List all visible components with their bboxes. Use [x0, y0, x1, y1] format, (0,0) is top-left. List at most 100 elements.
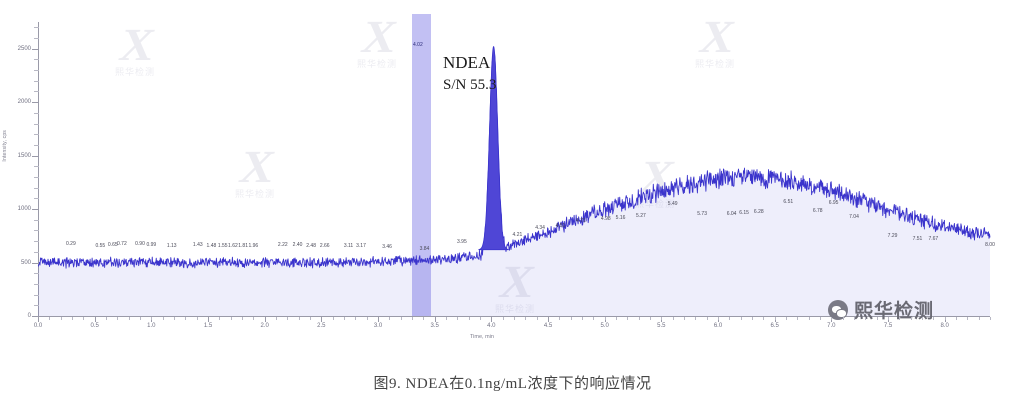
retention-time-label: 4.98 [600, 216, 611, 223]
retention-time-label: 0.72 [116, 240, 127, 247]
ndea-peak [478, 46, 509, 251]
retention-time-label: 8.00 [985, 241, 995, 248]
x-axis-minor-tick [502, 317, 504, 320]
x-axis-minor-tick [786, 317, 787, 320]
retention-time-label: 5.16 [615, 215, 626, 222]
x-axis-tick [94, 317, 96, 322]
trace-line [37, 48, 991, 269]
x-axis-minor-tick [604, 317, 606, 320]
x-axis-minor-tick [536, 317, 538, 320]
x-axis-tick-label: 5.0 [600, 323, 609, 329]
retention-time-label: 6.51 [783, 199, 794, 206]
x-axis-minor-tick [978, 317, 980, 320]
y-axis-tick-label: 500 [20, 259, 31, 266]
x-axis-minor-tick [820, 317, 821, 320]
x-axis-minor-tick [740, 317, 742, 320]
x-axis-title: Time, min [470, 334, 494, 340]
y-axis-minor-tick [34, 273, 39, 275]
retention-time-label: 7.51 [912, 236, 923, 243]
x-axis-tick-label: 8.0 [940, 323, 949, 329]
x-axis-tick [321, 317, 323, 322]
retention-time-label: 4.34 [535, 224, 545, 231]
retention-time-label: 0.90 [135, 240, 145, 247]
retention-time-label: 1.43 [192, 241, 203, 248]
x-axis-minor-tick [752, 317, 753, 320]
x-axis-minor-tick [638, 317, 640, 320]
x-axis-minor-tick [332, 317, 334, 320]
x-axis-minor-tick [344, 317, 345, 320]
y-axis-tick-label: 2000 [17, 99, 31, 106]
x-axis-minor-tick [310, 317, 311, 320]
retention-time-label: 2.22 [277, 242, 288, 249]
x-axis-minor-tick [718, 317, 719, 320]
x-axis-minor-tick [242, 317, 243, 320]
y-axis-tick-label: 0 [27, 313, 31, 319]
y-axis-line [38, 22, 39, 316]
retention-time-label: 1.81 [238, 242, 248, 249]
retention-time-label: 3.46 [382, 243, 392, 250]
x-axis-minor-tick [83, 317, 85, 320]
y-axis-minor-tick [34, 251, 39, 253]
x-axis-minor-tick [684, 317, 685, 320]
x-axis-minor-tick [49, 317, 51, 320]
x-axis-tick [264, 317, 266, 322]
x-axis-tick [548, 317, 549, 322]
x-axis-minor-tick [570, 317, 572, 320]
x-axis-tick-label: 4.5 [543, 323, 553, 329]
x-axis-line [38, 316, 990, 317]
x-axis-minor-tick [616, 317, 617, 320]
x-axis-tick-label: 1.0 [147, 323, 156, 329]
y-axis-minor-tick [34, 27, 39, 29]
y-axis-minor-tick [34, 144, 39, 146]
y-axis-tick [32, 102, 39, 104]
x-axis-minor-tick [366, 317, 368, 320]
x-axis-minor-tick [910, 317, 912, 320]
retention-time-label: 3.17 [356, 242, 366, 249]
ndea-annotation-sn: S/N 55.3 [443, 77, 497, 93]
x-axis-minor-tick [672, 317, 674, 320]
retention-time-label: 7.04 [849, 213, 859, 220]
x-axis-minor-tick [287, 317, 289, 320]
retention-time-label: 6.95 [828, 200, 839, 207]
x-axis-tick [208, 317, 209, 322]
y-axis-tick [32, 48, 39, 50]
retention-time-label: 2.40 [292, 242, 303, 249]
retention-time-label: 2.66 [319, 243, 330, 250]
x-axis-minor-tick [899, 317, 901, 320]
x-axis-tick-label: 2.0 [260, 323, 269, 329]
retention-time-label: 1.96 [248, 242, 259, 249]
x-axis-minor-tick [514, 317, 515, 320]
x-axis-minor-tick [627, 317, 629, 320]
x-axis-minor-tick [60, 317, 62, 320]
y-axis-minor-tick [34, 59, 39, 61]
x-axis-minor-tick [593, 317, 595, 320]
x-axis-minor-tick [582, 317, 583, 320]
x-axis-tick-label: 7.5 [883, 323, 893, 329]
x-axis-minor-tick [185, 317, 187, 320]
x-axis-minor-tick [933, 317, 935, 320]
y-axis-minor-tick [34, 166, 39, 168]
x-axis-minor-tick [253, 317, 255, 320]
x-axis-minor-tick [854, 317, 855, 320]
y-axis-minor-tick [34, 198, 39, 200]
y-axis-tick-label: 1000 [17, 206, 31, 213]
x-axis-minor-tick [140, 317, 141, 320]
ndea-peak-highlight-band [412, 14, 431, 316]
x-axis-minor-tick [446, 317, 447, 320]
chromatogram-trace [37, 46, 991, 316]
x-axis-minor-tick [389, 317, 391, 320]
x-axis-minor-tick [876, 317, 878, 320]
retention-time-label: 5.27 [636, 212, 646, 219]
y-axis-tick [32, 155, 39, 157]
y-axis-minor-tick [34, 134, 39, 136]
x-axis-minor-tick [650, 317, 651, 320]
y-axis-tick-label: 1500 [17, 152, 31, 159]
x-axis-tick [434, 317, 436, 322]
brand-logo: 熙华检测 [828, 296, 934, 323]
x-axis-minor-tick [729, 317, 731, 320]
x-axis-minor-tick [117, 317, 119, 320]
retention-time-label: 7.29 [887, 233, 898, 240]
x-axis-minor-tick [695, 317, 697, 320]
retention-time-label: 4.71 [575, 218, 586, 225]
y-axis-minor-tick [34, 219, 39, 221]
